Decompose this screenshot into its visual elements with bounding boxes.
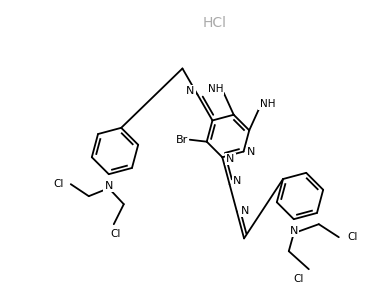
Text: N: N [247,147,256,157]
Text: N: N [290,226,298,236]
Text: N: N [226,154,234,164]
Text: N: N [233,176,242,186]
Text: Cl: Cl [294,274,304,284]
Text: Br: Br [176,135,188,145]
Text: NH: NH [208,84,223,94]
Text: N: N [241,206,249,216]
Text: Cl: Cl [54,179,64,189]
Text: N: N [105,181,113,191]
Text: HCl: HCl [203,16,227,30]
Text: N: N [186,86,195,96]
Text: NH: NH [260,99,275,109]
Text: Cl: Cl [111,229,121,239]
Text: Cl: Cl [348,232,358,242]
